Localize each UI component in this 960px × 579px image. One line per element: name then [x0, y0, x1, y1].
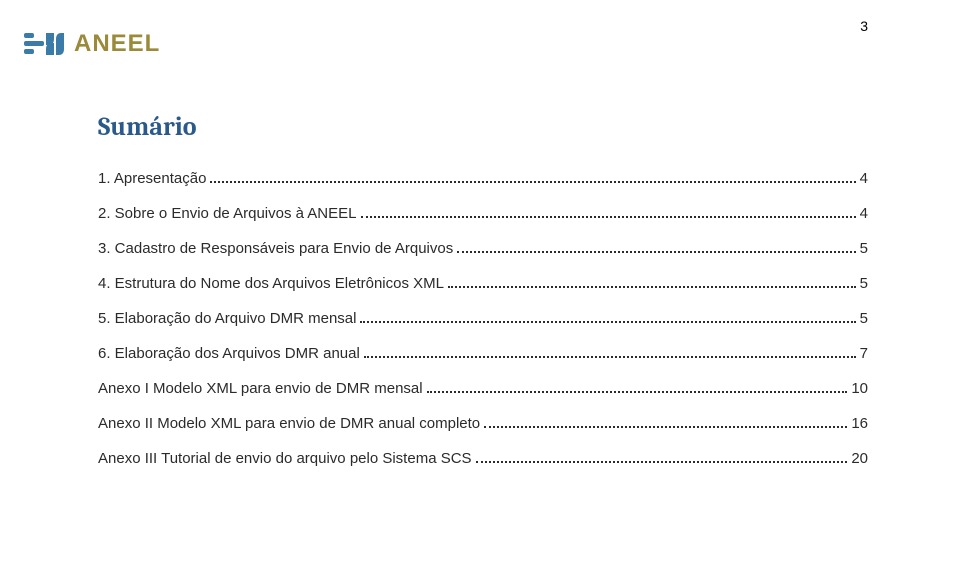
- toc-label: 1. Apresentação: [98, 170, 206, 187]
- toc-page: 16: [851, 415, 868, 432]
- toc-entry: 6. Elaboração dos Arquivos DMR anual 7: [98, 345, 868, 362]
- toc-label: Anexo III Tutorial de envio do arquivo p…: [98, 450, 472, 467]
- toc-leader-dots: [210, 181, 855, 183]
- toc-entry: 3. Cadastro de Responsáveis para Envio d…: [98, 240, 868, 257]
- toc-leader-dots: [361, 216, 856, 218]
- toc-entry: 5. Elaboração do Arquivo DMR mensal 5: [98, 310, 868, 327]
- toc-page: 10: [851, 380, 868, 397]
- toc-page: 4: [860, 170, 868, 187]
- logo-text: ANEEL: [74, 30, 160, 58]
- toc-label: 3. Cadastro de Responsáveis para Envio d…: [98, 240, 453, 257]
- toc-page: 7: [860, 345, 868, 362]
- toc-label: Anexo I Modelo XML para envio de DMR men…: [98, 380, 423, 397]
- toc-title: Sumário: [98, 112, 868, 142]
- toc-leader-dots: [427, 391, 848, 393]
- toc-leader-dots: [484, 426, 847, 428]
- toc-leader-dots: [360, 321, 855, 323]
- toc-label: 2. Sobre o Envio de Arquivos à ANEEL: [98, 205, 357, 222]
- toc-entry: 1. Apresentação 4: [98, 170, 868, 187]
- toc-page: 5: [860, 240, 868, 257]
- toc-label: 4. Estrutura do Nome dos Arquivos Eletrô…: [98, 275, 444, 292]
- toc-label: 6. Elaboração dos Arquivos DMR anual: [98, 345, 360, 362]
- toc-leader-dots: [476, 461, 848, 463]
- page-number: 3: [860, 18, 868, 34]
- toc-entry: 2. Sobre o Envio de Arquivos à ANEEL 4: [98, 205, 868, 222]
- toc-page: 4: [860, 205, 868, 222]
- toc-entry: 4. Estrutura do Nome dos Arquivos Eletrô…: [98, 275, 868, 292]
- content-area: Sumário 1. Apresentação 4 2. Sobre o Env…: [98, 112, 868, 485]
- toc-label: Anexo II Modelo XML para envio de DMR an…: [98, 415, 480, 432]
- toc-page: 5: [860, 275, 868, 292]
- logo: ANEEL: [24, 30, 160, 58]
- toc-label: 5. Elaboração do Arquivo DMR mensal: [98, 310, 356, 327]
- toc-leader-dots: [364, 356, 856, 358]
- toc-page: 20: [851, 450, 868, 467]
- toc-entry: Anexo III Tutorial de envio do arquivo p…: [98, 450, 868, 467]
- toc-leader-dots: [457, 251, 855, 253]
- toc-entry: Anexo II Modelo XML para envio de DMR an…: [98, 415, 868, 432]
- aneel-logo-icon: [24, 31, 68, 57]
- toc-leader-dots: [448, 286, 856, 288]
- toc-page: 5: [860, 310, 868, 327]
- toc-entry: Anexo I Modelo XML para envio de DMR men…: [98, 380, 868, 397]
